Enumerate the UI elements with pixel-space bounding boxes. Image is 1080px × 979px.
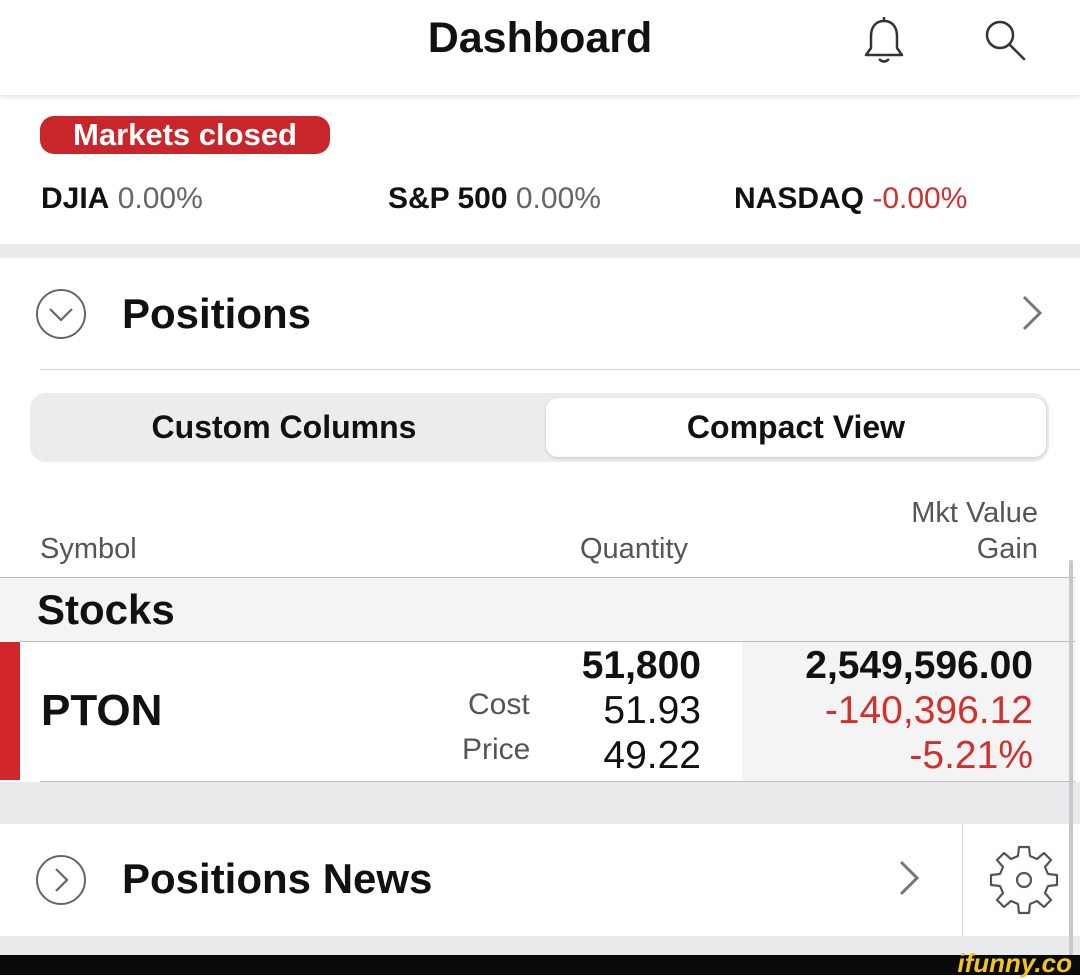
watermark: ifunny.co (957, 948, 1072, 978)
index-nasdaq[interactable]: NASDAQ -0.00% (734, 182, 967, 216)
index-change: -0.00% (872, 182, 968, 215)
section-divider-line (20, 641, 1075, 642)
scrollbar[interactable] (1069, 560, 1073, 955)
position-gain-percent: -5.21% (909, 734, 1033, 777)
position-gain: -140,396.12 (824, 689, 1033, 732)
market-status-badge: Markets closed (40, 116, 330, 154)
chevron-right-circle-icon (36, 855, 86, 905)
index-djia[interactable]: DJIA 0.00% (41, 182, 203, 216)
stocks-section-header (0, 578, 1075, 641)
chevron-down-circle-icon (36, 289, 86, 339)
section-gap (0, 782, 1080, 824)
positions-news-title[interactable]: Positions News (122, 855, 433, 902)
bell-icon[interactable] (854, 10, 914, 70)
segment-label: Compact View (686, 409, 906, 445)
position-mkt-value: 2,549,596.00 (805, 644, 1033, 687)
search-icon[interactable] (975, 10, 1035, 70)
index-change: 0.00% (117, 182, 203, 215)
index-name: S&P 500 (388, 182, 508, 215)
cost-label: Cost (468, 688, 530, 721)
segment-compact-view[interactable]: Compact View (546, 398, 1046, 457)
market-value-cell (742, 642, 1075, 782)
index-name: DJIA (41, 182, 110, 215)
chevron-right-graphic (1022, 295, 1043, 331)
positions-title[interactable]: Positions (122, 290, 312, 337)
bottom-bar (0, 955, 1080, 975)
column-header-symbol[interactable]: Symbol (40, 533, 137, 565)
index-change: 0.00% (515, 182, 601, 215)
vertical-separator (962, 824, 963, 936)
section-divider (0, 244, 1080, 258)
gear-icon-graphic (989, 845, 1059, 915)
news-chevron-right-icon[interactable] (893, 858, 923, 903)
price-label: Price (462, 733, 531, 766)
positions-divider (40, 369, 1080, 370)
search-icon-graphic (985, 20, 1026, 61)
chevron-right-icon[interactable] (1016, 293, 1046, 338)
row-divider (40, 781, 1075, 782)
segment-custom-columns[interactable]: Custom Columns (151, 409, 417, 445)
expand-toggle-icon[interactable] (34, 853, 88, 907)
bottom-spacer (0, 936, 1080, 956)
bell-icon-graphic (864, 17, 904, 63)
page-title: Dashboard (427, 14, 653, 62)
gear-icon[interactable] (988, 843, 1060, 915)
index-name: NASDAQ (734, 182, 865, 215)
index-sp500[interactable]: S&P 500 0.00% (388, 182, 601, 216)
header-divider (0, 577, 1075, 578)
chevron-right-graphic (899, 860, 920, 896)
column-header-mkt-value[interactable]: Mkt Value (911, 497, 1038, 529)
position-cost: 51.93 (603, 689, 701, 732)
section-label-stocks: Stocks (37, 586, 175, 633)
position-symbol[interactable]: PTON (41, 686, 163, 735)
collapse-toggle-icon[interactable] (34, 287, 88, 341)
column-header-quantity[interactable]: Quantity (580, 533, 688, 565)
app-header (0, 0, 1080, 95)
position-quantity: 51,800 (581, 644, 701, 687)
view-segmented-control: Custom Columns Compact View (30, 393, 1049, 462)
position-price: 49.22 (603, 734, 701, 777)
loss-indicator-bar (0, 642, 20, 780)
column-header-gain[interactable]: Gain (976, 533, 1038, 565)
